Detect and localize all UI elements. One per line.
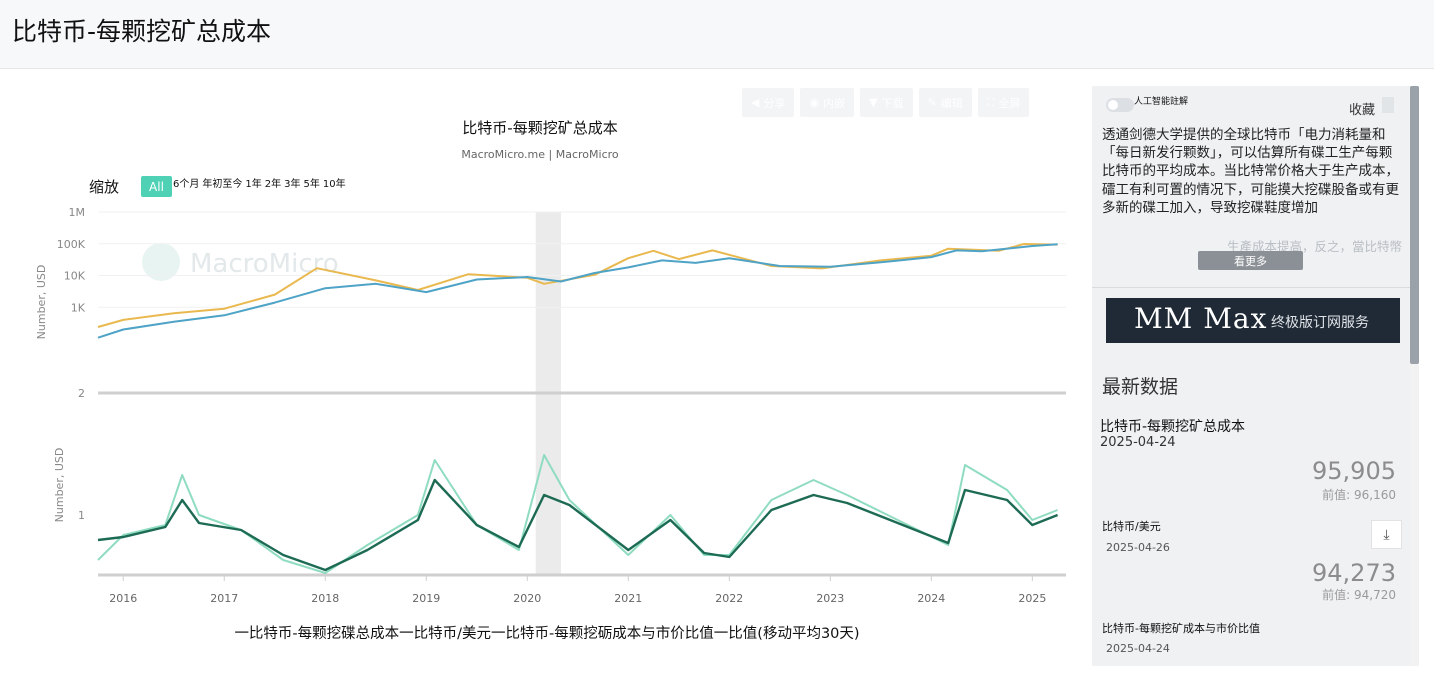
y-tick-label: 1M (69, 206, 86, 219)
mm-max-banner[interactable]: MM Max 终极版订网服务 (1106, 298, 1400, 343)
banner-subtitle: 终极版订网服务 (1271, 315, 1369, 331)
header-bar: 比特币-每颗挖矿总成本 (0, 0, 1434, 69)
latest-item-name[interactable]: 比特币/美元 (1102, 520, 1161, 533)
watermark-logo-icon (142, 243, 180, 281)
zoom-2y-button[interactable]: 2年 (264, 179, 282, 190)
zoom-all-button[interactable]: All (141, 176, 172, 197)
page-title: 比特币-每颗挖矿总成本 (12, 17, 272, 46)
x-tick-label: 2016 (109, 592, 137, 605)
embed-button[interactable]: ◉ 内嵌 (800, 88, 855, 117)
x-tick-label: 2025 (1018, 592, 1046, 605)
zoom-6m-button[interactable]: 6个月 (173, 179, 200, 190)
chart-svg: MacroMicro 1M 100K 10K 1K 2 1 Number, USD Numbe… (35, 206, 1066, 605)
latest-item-date: 2025-04-24 (1106, 642, 1170, 655)
zoom-1y-button[interactable]: 1年 (245, 179, 262, 190)
embed-icon: ◉ (809, 96, 820, 109)
bookmark-icon[interactable] (1382, 97, 1394, 113)
chart-legend: 一比特币-每颗挖碟总成本一比特币/美元一比特币-每颗挖砺成本与市价比值一比值(移… (234, 626, 860, 642)
latest-data-heading: 最新数据 (1102, 376, 1179, 398)
x-tick-label: 2024 (917, 592, 945, 605)
series-line-cost (97, 243, 1058, 339)
fullscreen-icon: ⛶ (986, 95, 995, 109)
scrollbar-track[interactable] (1410, 86, 1419, 666)
x-tick-label: 2019 (412, 592, 440, 605)
y-axis-title: Number, USD (35, 265, 48, 340)
y-tick-label: 1 (78, 509, 85, 522)
share-button[interactable]: ◀ 分享 (742, 88, 795, 117)
share-icon: ◀ (751, 96, 760, 109)
edit-button[interactable]: ✎ 编辑 (918, 88, 972, 117)
sidebar-divider (1092, 287, 1410, 288)
x-tick-label: 2020 (513, 592, 541, 605)
watermark-text: MacroMicro (190, 249, 339, 279)
series-line-ratio (97, 454, 1058, 574)
download-button[interactable]: ▼ 下载 (860, 88, 913, 117)
description-fade: 生產成本提高，反之，當比特幣 (1226, 239, 1402, 254)
download-data-button[interactable]: ⤓ (1371, 520, 1402, 549)
x-tick-label: 2023 (816, 592, 844, 605)
read-more-button[interactable]: 看更多 (1198, 251, 1303, 270)
sidebar-panel (1092, 86, 1418, 666)
x-tick-label: 2018 (311, 592, 339, 605)
favorite-label[interactable]: 收藏 (1349, 103, 1376, 118)
latest-item-prev: 前值: 94,720 (1322, 588, 1396, 602)
y-tick-label: 2 (78, 387, 85, 400)
y-tick-label: 10K (64, 270, 86, 283)
zoom-10y-button[interactable]: 10年 (322, 179, 346, 190)
zoom-5y-button[interactable]: 5年 (303, 179, 320, 190)
scrollbar-thumb[interactable] (1410, 86, 1419, 364)
chart-title: 比特币-每颗挖矿总成本 (462, 119, 618, 137)
latest-item-name[interactable]: 比特币-每颗挖矿成本与市价比值 (1102, 622, 1260, 635)
chart-axes: 1M 100K 10K 1K 2 1 Number, USD Number, USD 2016 2… (35, 206, 1066, 605)
zoom-ytd-button[interactable]: 年初至今 (202, 179, 243, 190)
chart-lines (97, 243, 1059, 574)
download-icon: ⤓ (1383, 526, 1390, 543)
series-line-ratio-ma (97, 478, 1059, 572)
download-icon: ▼ (869, 96, 878, 109)
y-tick-label: 1K (71, 301, 86, 314)
zoom-options: 6个月 年初至今 1年 2年 3年 5年 10年 (173, 175, 346, 190)
y-tick-label: 100K (57, 238, 86, 251)
banner-title: MM Max (1134, 302, 1268, 335)
series-line-price (97, 243, 1058, 328)
zoom-label: 缩放 (89, 178, 120, 196)
chart-description: 透通剑德大学提供的全球比特币「电力消耗量和「每日新发行颗数」，可以估算所有碟工生… (1102, 127, 1399, 216)
y-axis-title: Number, USD (53, 448, 66, 523)
latest-item-value: 94,273 (1312, 559, 1396, 587)
latest-item-name[interactable]: 比特币-每颗挖矿总成本 (1100, 419, 1246, 435)
watermark-logo: MacroMicro (142, 243, 339, 281)
fullscreen-button[interactable]: ⛶ 全屏 (977, 88, 1030, 117)
x-tick-label: 2017 (210, 592, 238, 605)
chart-toolbar: ◀ 分享 ◉ 内嵌 ▼ 下载 ✎ 编辑 ⛶ 全屏 (742, 88, 1030, 118)
latest-item-date: 2025-04-26 (1106, 541, 1170, 554)
x-tick-label: 2021 (614, 592, 642, 605)
ai-annotation-toggle[interactable] (1106, 98, 1134, 112)
ai-annotation-label: 人工智能註解 (1134, 97, 1189, 107)
zoom-3y-button[interactable]: 3年 (284, 179, 301, 190)
edit-icon: ✎ (927, 96, 937, 109)
latest-item-prev: 前值: 96,160 (1322, 488, 1396, 502)
latest-item-value: 95,905 (1312, 457, 1396, 485)
latest-item-date: 2025-04-24 (1100, 435, 1176, 450)
x-tick-label: 2022 (715, 592, 743, 605)
chart-subtitle: MacroMicro.me | MacroMicro (461, 148, 619, 161)
